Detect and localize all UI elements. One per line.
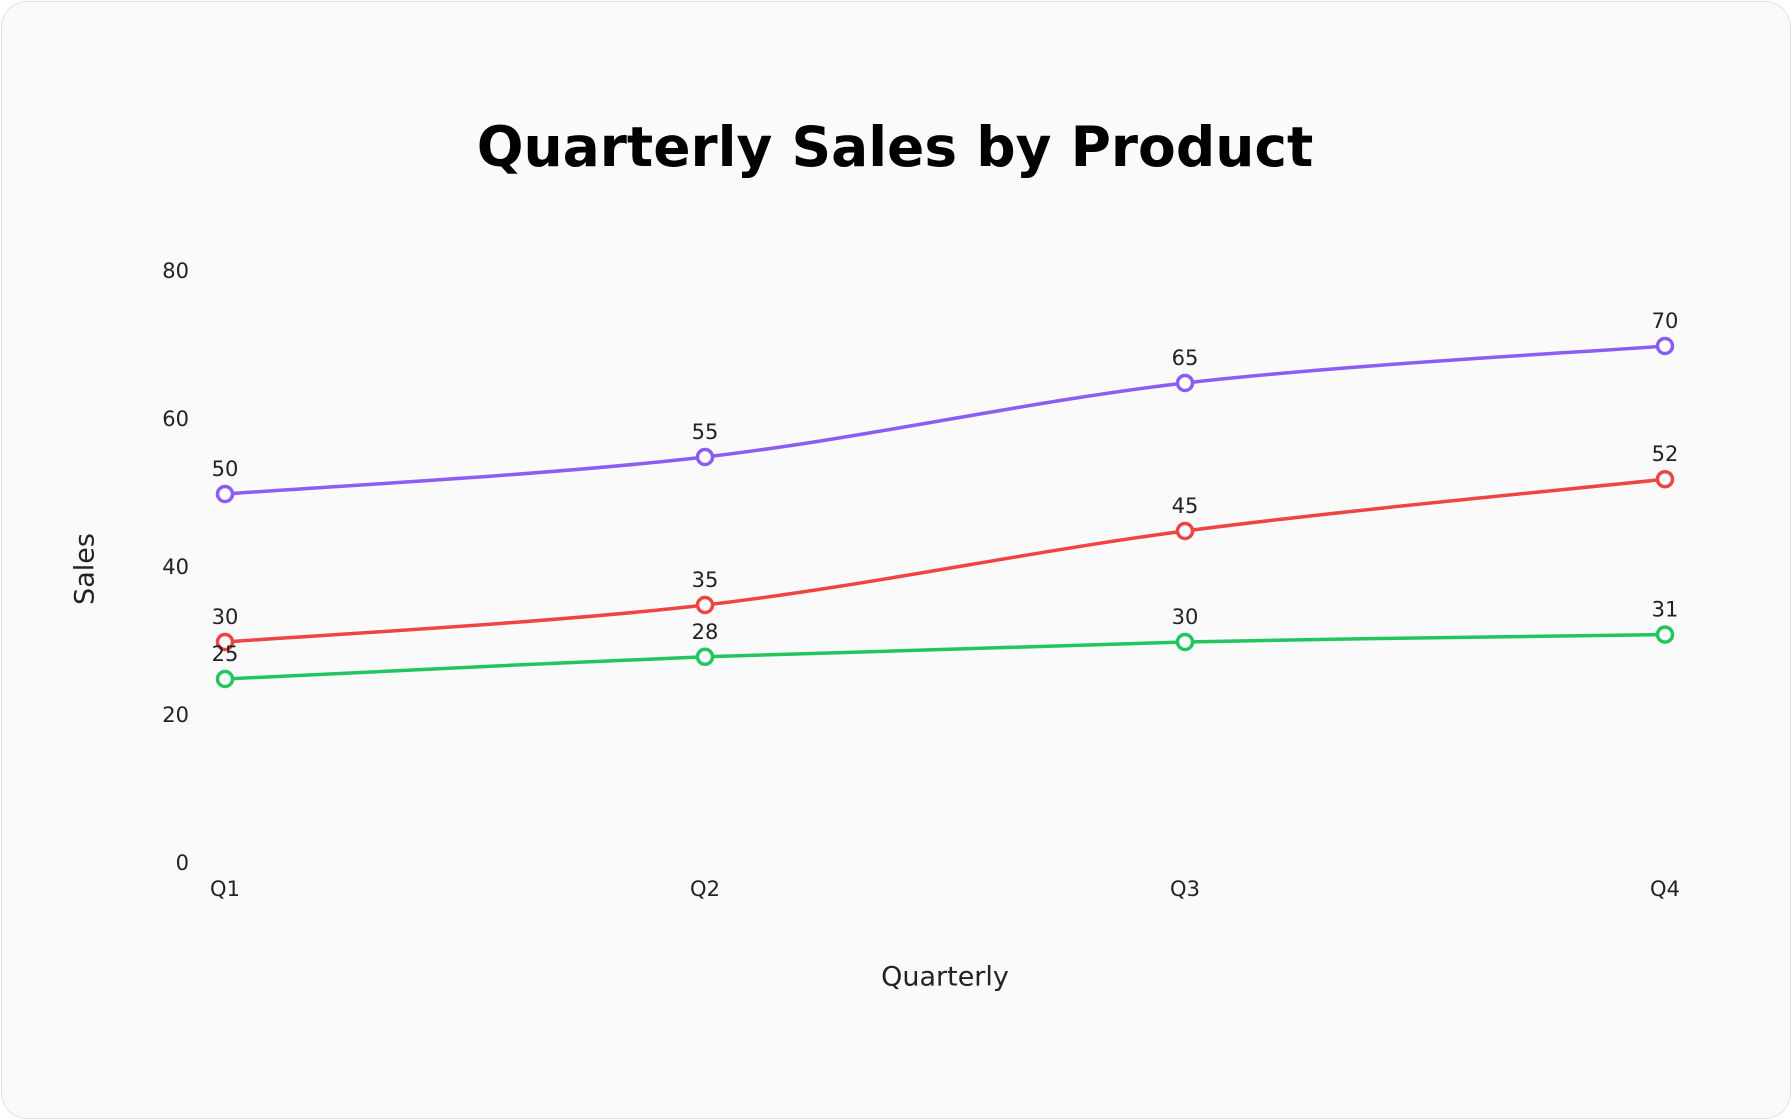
y-tick-label: 0 — [176, 851, 189, 875]
value-label: 30 — [212, 605, 239, 629]
series-line — [224, 477, 1666, 644]
data-point — [1655, 625, 1675, 644]
value-label: 50 — [212, 457, 239, 481]
data-point — [695, 447, 715, 467]
value-label: 30 — [1172, 605, 1199, 629]
y-tick-label: 40 — [162, 555, 189, 579]
data-point — [215, 632, 235, 652]
value-label: 45 — [1172, 494, 1199, 518]
data-point — [695, 647, 715, 667]
chart-title: Quarterly Sales by Product — [477, 115, 1314, 179]
value-label: 70 — [1652, 309, 1679, 333]
x-axis-title: Quarterly — [881, 962, 1009, 993]
data-point — [1655, 336, 1675, 356]
value-label: 31 — [1652, 598, 1679, 622]
value-label: 25 — [212, 642, 239, 666]
data-point — [1175, 632, 1195, 652]
x-tick-label: Q2 — [690, 877, 720, 901]
y-tick-label: 60 — [162, 407, 189, 431]
value-label: 52 — [1652, 442, 1679, 466]
data-point — [1655, 469, 1675, 489]
series-line — [224, 632, 1666, 681]
data-point — [215, 484, 235, 504]
data-point — [215, 669, 235, 689]
x-tick-label: Q3 — [1170, 877, 1200, 901]
data-point — [1175, 373, 1195, 393]
y-tick-label: 20 — [162, 703, 189, 727]
y-axis-title: Sales — [70, 533, 101, 605]
value-label: 55 — [692, 420, 719, 444]
value-label: 28 — [692, 620, 719, 644]
value-label: 65 — [1172, 346, 1199, 370]
series-line — [224, 344, 1666, 496]
y-tick-label: 80 — [162, 259, 189, 283]
x-tick-label: Q4 — [1650, 877, 1680, 901]
data-point — [1175, 521, 1195, 541]
x-tick-label: Q1 — [210, 877, 240, 901]
value-label: 35 — [692, 568, 719, 592]
data-point — [695, 595, 715, 615]
